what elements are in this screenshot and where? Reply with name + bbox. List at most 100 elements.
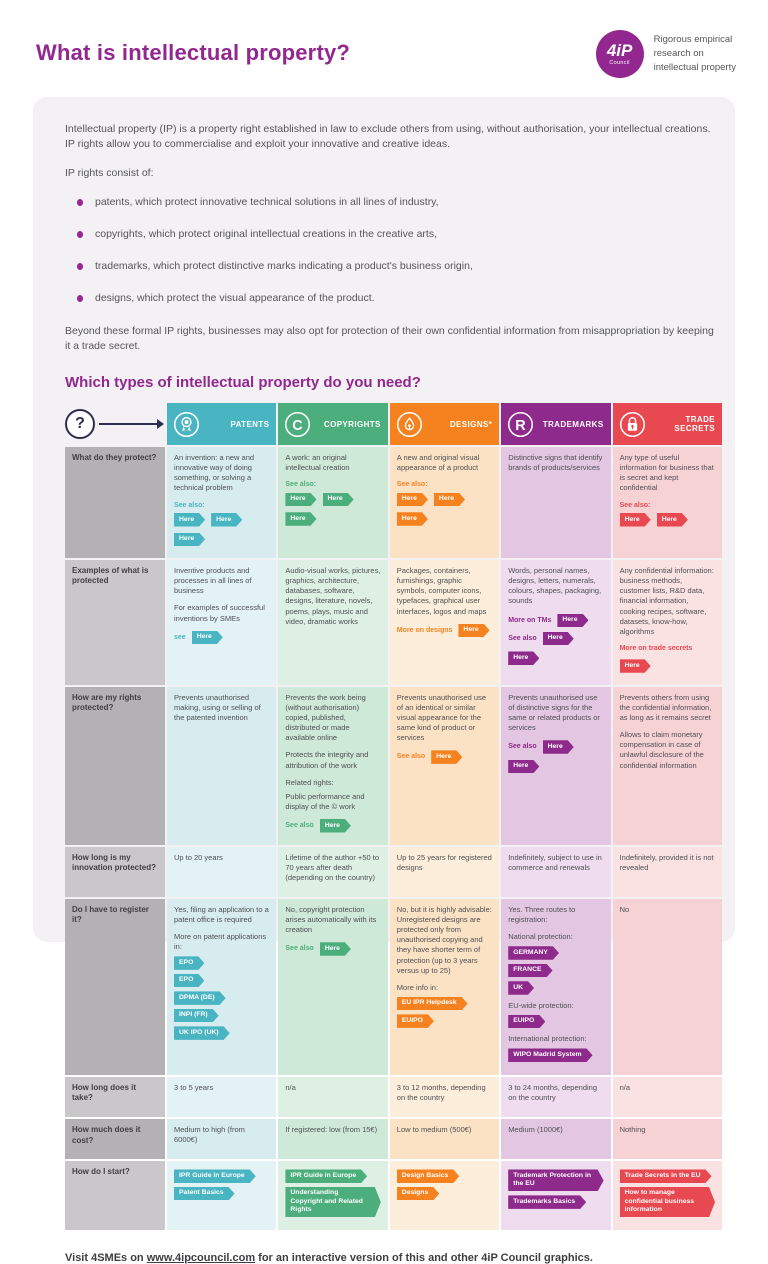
column-header-designs: DESIGNS* — [389, 403, 500, 446]
table-cell-copyrights: No, copyright protection arises automati… — [278, 898, 388, 1075]
table-cell-designs: No, but it is highly advisable: Unregist… — [389, 898, 500, 1075]
here-tag-designs[interactable]: EU IPR Helpdesk — [397, 997, 468, 1010]
page-title: What is intellectual property? — [36, 40, 351, 65]
content-card: Intellectual property (IP) is a property… — [33, 97, 735, 1264]
pen-nib-icon — [396, 411, 423, 438]
cell-text: A new and original visual appearance of … — [396, 453, 480, 473]
cell-text: Related rights: — [285, 777, 334, 787]
here-tag-designs[interactable]: EUIPO — [397, 1014, 434, 1027]
table-cell-copyrights: Prevents the work being (without authori… — [278, 686, 388, 845]
here-tag-designs[interactable]: Design Basics — [397, 1169, 459, 1182]
see-also-block: See also: Here Here Here — [285, 480, 380, 525]
intro-paragraph-1: Intellectual property (IP) is a property… — [65, 123, 711, 151]
here-tag-trademarks[interactable]: Here — [543, 632, 574, 645]
table-cell-trademarks: Medium (1000€) — [501, 1119, 611, 1160]
table-cell-trade-secrets: Trade Secrets in the EU How to manage con… — [612, 1161, 722, 1231]
cell-text: For examples of successful inventions by… — [174, 603, 265, 623]
table-cell-trade-secrets: No — [612, 898, 722, 1075]
here-tag-copyrights[interactable]: Understanding Copyright and Related Righ… — [285, 1187, 380, 1217]
table-cell-copyrights: IPR Guide in Europe Understanding Copyrig… — [278, 1161, 388, 1231]
here-tag-trademarks[interactable]: EUIPO — [508, 1015, 545, 1028]
footer-prefix: Visit 4SMEs on — [65, 1252, 147, 1264]
here-tag-patents[interactable]: DPMA (DE) — [174, 991, 226, 1004]
footer-text: Visit 4SMEs on www.4ipcouncil.com for an… — [65, 1252, 735, 1264]
tag-row: More on designs Here — [397, 624, 492, 637]
cell-text: A work: an original intellectual creatio… — [285, 453, 350, 473]
here-tag-copyrights[interactable]: Here — [285, 512, 316, 525]
here-tag-designs[interactable]: Here — [397, 493, 428, 506]
here-tag-designs[interactable]: Here — [434, 493, 465, 506]
cell-text: 3 to 12 months, depending on the country — [396, 1082, 486, 1103]
here-tag-trademarks[interactable]: Here — [557, 614, 588, 627]
tag-column: GERMANY FRANCE UK — [508, 946, 603, 994]
here-tag-trademarks[interactable]: Here — [508, 760, 539, 773]
here-tag-trade-secrets[interactable]: Here — [620, 513, 651, 526]
column-header-label-copyrights: COPYRIGHTS — [323, 419, 381, 429]
here-tag-copyrights[interactable]: Here — [320, 819, 351, 832]
here-tag-patents[interactable]: Here — [174, 513, 205, 526]
here-tag-trademarks[interactable]: FRANCE — [508, 964, 552, 977]
here-tag-trade-secrets[interactable]: Here — [620, 659, 651, 672]
row-label: How much does it cost? — [65, 1119, 165, 1160]
cell-text: More info in: — [396, 982, 439, 992]
footer-link[interactable]: www.4ipcouncil.com — [146, 1252, 256, 1264]
column-header-label-trade-secrets: TRADE SECRETS — [674, 415, 715, 434]
here-tag-trade-secrets[interactable]: Here — [657, 513, 688, 526]
cell-text: Inventive products and processes in all … — [174, 566, 252, 596]
here-tag-patents[interactable]: EPO — [174, 956, 204, 969]
award-badge-icon — [173, 411, 200, 438]
here-tag-patents[interactable]: EPO — [174, 974, 204, 987]
4ip-council-logo-icon: 4iP Council — [595, 30, 644, 78]
svg-text:C: C — [293, 417, 304, 433]
bullet-dot-icon — [77, 294, 83, 302]
here-tag-trademarks[interactable]: Here — [508, 651, 539, 664]
here-tag-copyrights[interactable]: Here — [285, 493, 316, 506]
cell-text: Audio-visual works, pictures, graphics, … — [285, 566, 381, 626]
table-cell-designs: Prevents unauthorised use of an identica… — [389, 686, 500, 845]
here-tag-trademarks[interactable]: UK — [508, 981, 534, 994]
here-tag-trade-secrets[interactable]: How to manage confidential business info… — [620, 1187, 715, 1217]
page-header: What is intellectual property? 4iP Counc… — [36, 30, 736, 78]
here-tag-copyrights[interactable]: Here — [323, 493, 354, 506]
cell-text: An invention: a new and innovative way o… — [174, 453, 255, 493]
cell-text: Medium to high (from 6000€) — [174, 1125, 245, 1145]
here-tag-patents[interactable]: Here — [211, 513, 242, 526]
table-cell-trade-secrets: Any confidential information: business m… — [612, 560, 722, 685]
here-tag-trademarks[interactable]: Here — [543, 740, 574, 753]
tag-column: IPR Guide in Europe Understanding Copyrig… — [285, 1169, 380, 1217]
here-tag-designs[interactable]: Here — [397, 512, 428, 525]
cell-text: n/a — [285, 1082, 296, 1092]
bullet-item: copyrights, which protect original intel… — [77, 228, 721, 240]
cell-text: 3 to 24 months, depending on the country — [508, 1082, 598, 1103]
row-label: How long is my innovation protected? — [65, 846, 165, 897]
here-tag-copyrights[interactable]: Here — [320, 942, 351, 955]
here-tag-trademarks[interactable]: GERMANY — [508, 946, 559, 959]
table-cell-trademarks: Distinctive signs that identify brands o… — [501, 447, 611, 558]
cell-text: Up to 20 years — [174, 852, 223, 862]
table-cell-patents: Up to 20 years — [167, 846, 277, 897]
here-tag-designs[interactable]: Here — [431, 750, 462, 763]
table-cell-patents: Yes, filing an application to a patent o… — [167, 898, 277, 1075]
here-tag-patents[interactable]: INPI (FR) — [174, 1009, 219, 1022]
cell-text: Up to 25 years for registered designs — [396, 852, 492, 872]
bullet-dot-icon — [77, 198, 83, 206]
bullet-dot-icon — [77, 230, 83, 238]
here-tag-patents[interactable]: Patent Basics — [174, 1187, 235, 1200]
here-tag-trademarks[interactable]: Trademarks Basics — [508, 1195, 586, 1208]
tag-row-label: See also — [508, 743, 537, 751]
here-tag-trade-secrets[interactable]: Trade Secrets in the EU — [620, 1169, 712, 1182]
table-cell-designs: 3 to 12 months, depending on the country — [389, 1076, 500, 1118]
here-tag-patents[interactable]: Here — [174, 533, 205, 546]
here-tag-designs[interactable]: Designs — [397, 1187, 439, 1200]
here-tag-patents[interactable]: IPR Guide in Europe — [174, 1169, 256, 1182]
see-also-label: See also: — [396, 481, 428, 489]
bullet-item: trademarks, which protect distinctive ma… — [77, 260, 721, 272]
here-tag-patents[interactable]: UK IPO (UK) — [174, 1026, 230, 1039]
here-tag-trademarks[interactable]: WIPO Madrid System — [508, 1048, 592, 1061]
here-tag-trademarks[interactable]: Trademark Protection in the EU — [508, 1169, 603, 1191]
here-tag-patents[interactable]: Here — [192, 631, 223, 644]
cell-text: Lifetime of the author +50 to 70 years a… — [285, 852, 379, 882]
logo-main-text: 4iP — [606, 40, 633, 60]
here-tag-designs[interactable]: Here — [458, 624, 489, 637]
here-tag-copyrights[interactable]: IPR Guide in Europe — [285, 1169, 367, 1182]
